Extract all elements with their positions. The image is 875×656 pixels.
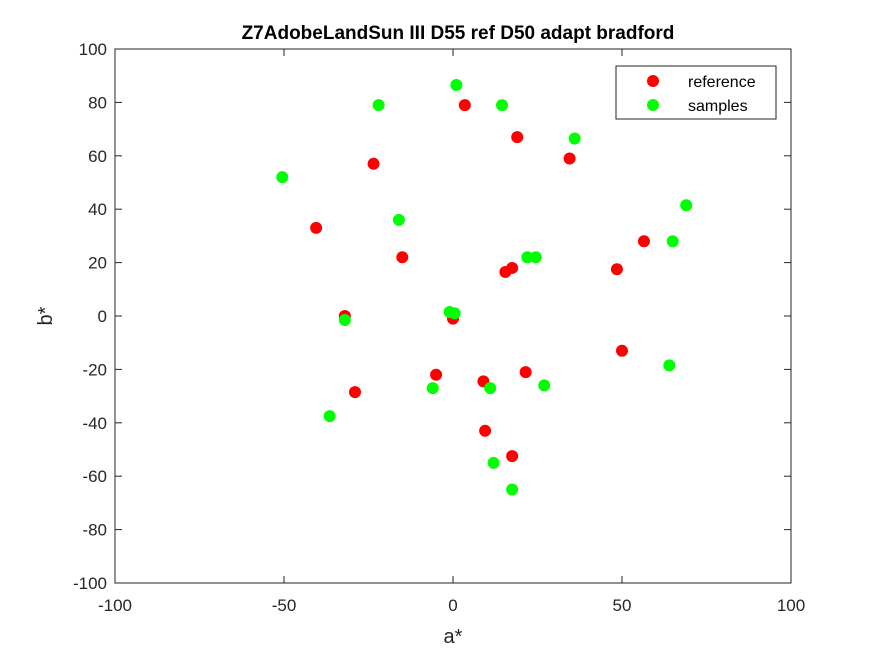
- y-tick-label: -60: [82, 467, 107, 486]
- x-tick-label: 100: [777, 596, 805, 615]
- data-point-samples: [392, 213, 405, 226]
- data-point-reference: [458, 99, 471, 112]
- data-point-samples: [448, 307, 461, 320]
- data-point-samples: [666, 235, 679, 248]
- data-point-samples: [506, 483, 519, 496]
- data-point-samples: [426, 382, 439, 395]
- data-point-samples: [372, 99, 385, 112]
- data-point-reference: [396, 251, 409, 264]
- data-point-reference: [511, 131, 524, 144]
- data-point-samples: [496, 99, 509, 112]
- x-tick-label: -100: [98, 596, 132, 615]
- data-point-reference: [479, 424, 492, 437]
- data-point-samples: [663, 359, 676, 372]
- data-point-reference: [430, 368, 443, 381]
- y-tick-label: 40: [88, 200, 107, 219]
- data-point-samples: [338, 314, 351, 327]
- x-axis-label: a*: [444, 626, 463, 648]
- y-tick-label: 20: [88, 254, 107, 273]
- legend-box: [615, 65, 777, 120]
- data-point-reference: [610, 263, 623, 276]
- y-tick-label: -80: [82, 521, 107, 540]
- data-point-reference: [367, 157, 380, 170]
- data-point-reference: [348, 386, 361, 399]
- data-point-reference: [506, 450, 519, 463]
- data-point-samples: [680, 199, 693, 212]
- data-point-samples: [487, 456, 500, 469]
- x-tick-label: -50: [272, 596, 297, 615]
- legend-marker-samples: [647, 99, 659, 111]
- legend-label-samples: samples: [688, 98, 748, 115]
- y-tick-label: 0: [98, 307, 107, 326]
- y-axis-label: b*: [35, 306, 57, 325]
- y-tick-label: 60: [88, 147, 107, 166]
- y-tick-label: -40: [82, 414, 107, 433]
- y-tick-label: -20: [82, 360, 107, 379]
- data-point-reference: [616, 344, 628, 357]
- x-tick-label: 50: [613, 596, 632, 615]
- legend: reference samples: [615, 65, 777, 120]
- data-point-samples: [568, 132, 581, 145]
- y-tick-label: 80: [88, 93, 107, 112]
- legend-marker-reference: [647, 75, 659, 87]
- data-point-samples: [484, 382, 497, 395]
- data-point-samples: [276, 171, 289, 184]
- x-tick-label: 0: [448, 596, 457, 615]
- data-point-reference: [519, 366, 532, 379]
- data-point-samples: [529, 251, 542, 264]
- chart-title: Z7AdobeLandSun III D55 ref D50 adapt bra…: [242, 23, 675, 44]
- data-point-samples: [538, 379, 551, 392]
- y-tick-label: -100: [73, 574, 107, 593]
- data-point-reference: [499, 265, 512, 278]
- y-tick-label: 100: [79, 40, 107, 59]
- data-point-samples: [323, 410, 336, 423]
- data-point-reference: [563, 152, 576, 165]
- data-point-reference: [310, 221, 323, 234]
- data-point-reference: [637, 235, 650, 248]
- data-point-samples: [450, 79, 463, 92]
- legend-label-reference: reference: [688, 74, 756, 91]
- data-point-samples: [521, 251, 534, 264]
